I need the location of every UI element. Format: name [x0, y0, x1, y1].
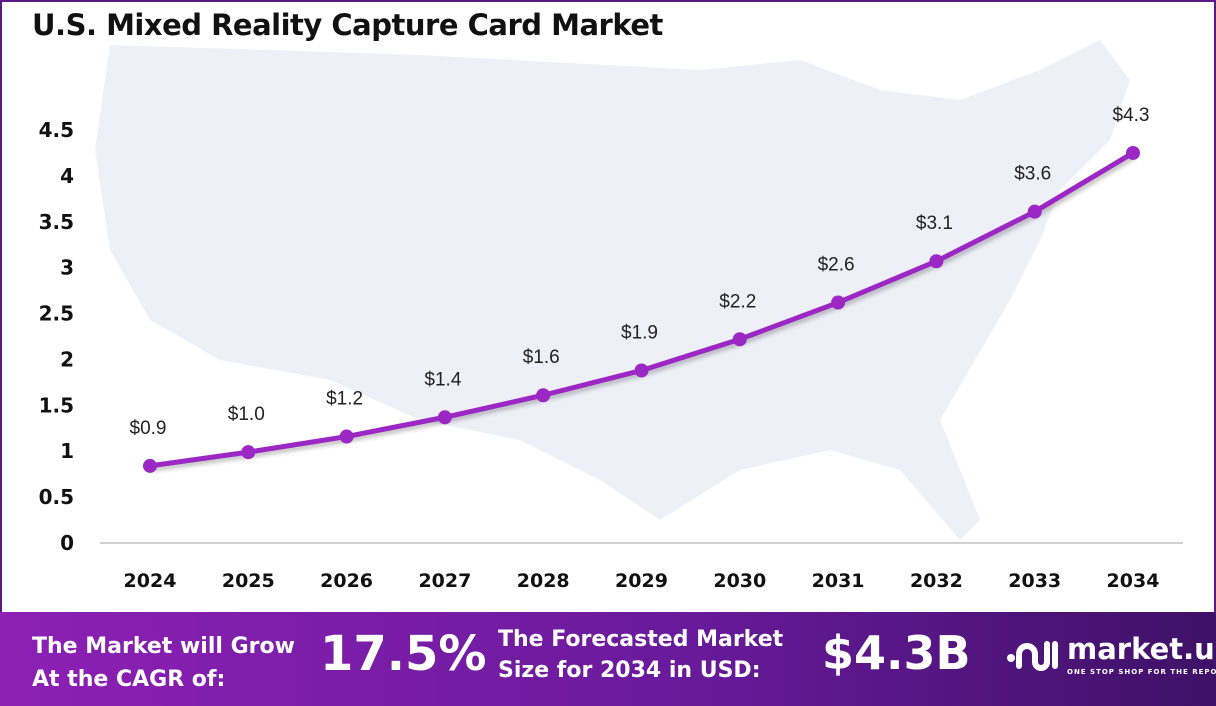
data-point [634, 363, 649, 378]
cagr-value: 17.5% [320, 626, 487, 682]
data-point [437, 410, 452, 425]
y-tick-label: 1.5 [39, 393, 74, 417]
data-point [732, 332, 747, 347]
y-tick-label: 0 [60, 531, 74, 555]
cagr-label-line1: The Market will Grow [32, 634, 295, 659]
y-tick-label: 2.5 [39, 302, 74, 326]
data-point [1027, 204, 1042, 219]
data-label: $2.6 [818, 255, 855, 276]
data-label: $1.6 [523, 347, 560, 368]
x-tick-label: 2024 [124, 570, 177, 592]
x-tick-label: 2027 [418, 570, 471, 592]
chart-title: U.S. Mixed Reality Capture Card Market [32, 8, 663, 42]
data-label: $3.1 [916, 213, 953, 234]
data-label: $1.2 [326, 389, 363, 410]
y-tick-label: 1 [60, 439, 74, 463]
line-chart: 0 0.5 1 1.5 2 2.5 3 3.5 4 4.5 2024 2025 2026 2027 2028… [39, 40, 1183, 592]
us-map-silhouette [95, 40, 1130, 540]
data-label: $0.9 [130, 418, 167, 439]
market-us-logo: market.us ONE STOP SHOP FOR THE REPORTS [1005, 632, 1216, 682]
x-tick-label: 2032 [910, 570, 963, 592]
data-point [1126, 145, 1140, 160]
data-point [143, 458, 157, 473]
cagr-label: The Market will Grow At the CAGR of: [32, 630, 295, 696]
logo-tagline: ONE STOP SHOP FOR THE REPORTS [1067, 668, 1216, 676]
y-tick-label: 4 [60, 164, 74, 188]
y-tick-label: 3.5 [39, 210, 74, 234]
x-tick-label: 2030 [713, 570, 766, 592]
footer-banner: The Market will Grow At the CAGR of: 17.5… [0, 612, 1216, 706]
data-label: $1.4 [424, 369, 461, 390]
y-tick-label: 3 [60, 256, 74, 280]
y-tick-label: 0.5 [39, 485, 74, 509]
data-point [929, 254, 944, 269]
x-tick-label: 2026 [320, 570, 373, 592]
forecast-label-line2: Size for 2034 in USD: [498, 658, 761, 683]
data-label: $1.0 [228, 404, 265, 425]
forecast-value: $4.3B [822, 626, 971, 680]
data-point [831, 295, 846, 310]
data-point [339, 429, 354, 444]
forecast-label-line1: The Forecasted Market [498, 627, 784, 652]
x-tick-label: 2031 [812, 570, 865, 592]
x-tick-label: 2025 [222, 570, 275, 592]
data-label: $2.2 [719, 291, 756, 312]
y-tick-label: 4.5 [39, 118, 74, 142]
cagr-label-line2: At the CAGR of: [32, 667, 226, 692]
data-point [241, 445, 256, 460]
x-tick-label: 2028 [517, 570, 570, 592]
x-tick-label: 2029 [615, 570, 668, 592]
x-tick-label: 2034 [1107, 570, 1160, 592]
data-label: $1.9 [621, 322, 658, 343]
data-point [536, 388, 551, 403]
x-tick-label: 2033 [1008, 570, 1061, 592]
data-label: $4.3 [1113, 105, 1150, 126]
forecast-label: The Forecasted Market Size for 2034 in US… [498, 624, 783, 686]
logo-mark-icon [1007, 641, 1058, 671]
logo-name: market.us [1067, 632, 1216, 666]
data-label: $3.6 [1014, 164, 1051, 185]
y-tick-label: 2 [60, 347, 74, 371]
